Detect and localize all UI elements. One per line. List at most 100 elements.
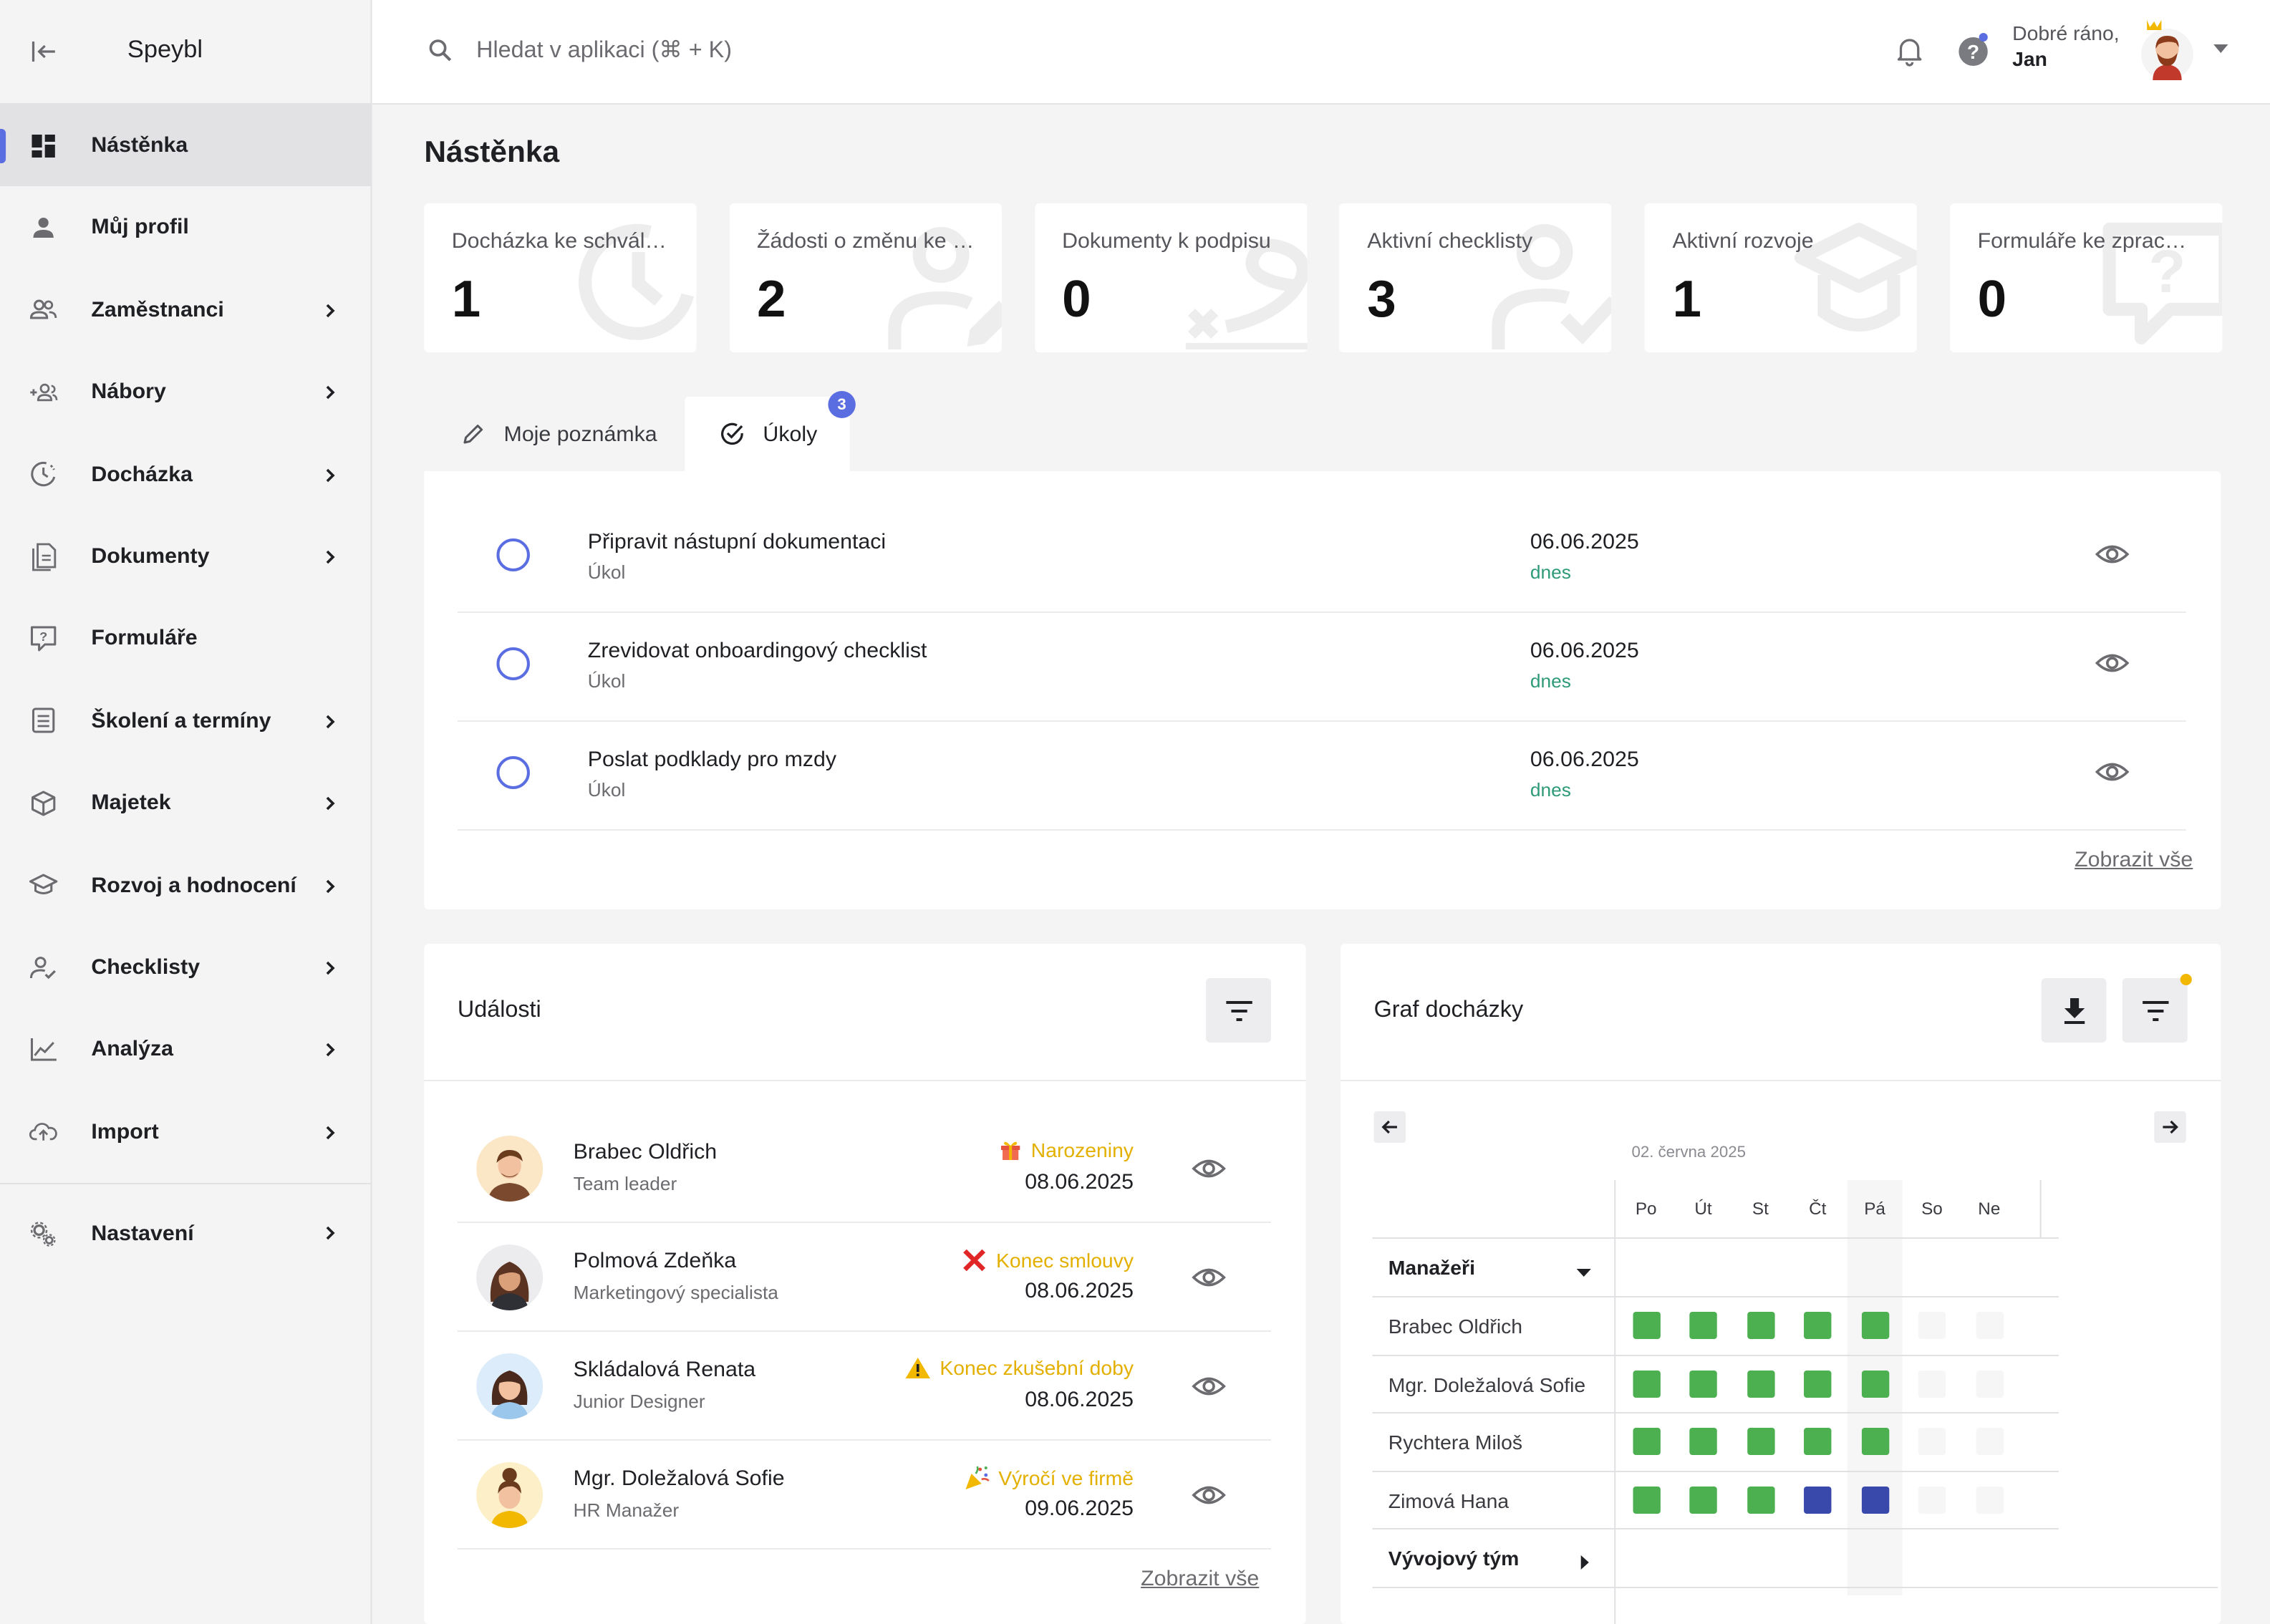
- sidebar-item-analyza[interactable]: Analýza: [0, 1009, 371, 1091]
- collapse-sidebar-icon[interactable]: [29, 37, 57, 66]
- tab-ukoly[interactable]: Úkoly: [685, 397, 850, 471]
- event-person-role: Team leader: [573, 1173, 677, 1194]
- view-eye-icon[interactable]: [1192, 1373, 1227, 1399]
- stat-value: 2: [756, 269, 786, 328]
- sidebar-item-dochazka[interactable]: Docházka: [0, 433, 371, 515]
- sidebar-item-checklisty[interactable]: Checklisty: [0, 927, 371, 1008]
- task-complete-checkbox[interactable]: [496, 647, 530, 680]
- notifications-bell-icon[interactable]: [1892, 33, 1927, 67]
- attendance-cell[interactable]: [1632, 1370, 1660, 1397]
- event-date: 08.06.2025: [1025, 1170, 1134, 1194]
- events-show-all-link[interactable]: Zobrazit vše: [1141, 1567, 1260, 1591]
- attendance-filter-button[interactable]: [2122, 978, 2188, 1043]
- stat-card[interactable]: Žádosti o změnu ke schválení 2: [729, 203, 1002, 352]
- view-eye-icon[interactable]: [1192, 1156, 1227, 1181]
- sidebar-item-zamestnanci[interactable]: Zaměstnanci: [0, 269, 371, 351]
- user-menu-caret-icon[interactable]: [2212, 43, 2229, 54]
- attendance-cell[interactable]: [1632, 1312, 1660, 1339]
- task-relative-date: dnes: [1530, 779, 1571, 801]
- view-eye-icon[interactable]: [2095, 759, 2130, 785]
- attendance-cell[interactable]: [1860, 1370, 1889, 1397]
- stat-card[interactable]: Aktivní rozvoje 1: [1645, 203, 1918, 352]
- attendance-cell[interactable]: [1860, 1428, 1889, 1455]
- attendance-cell[interactable]: [1689, 1486, 1717, 1513]
- caret-down-icon[interactable]: [1576, 1260, 1591, 1277]
- attendance-cell[interactable]: [1747, 1370, 1774, 1397]
- task-type: Úkol: [587, 561, 626, 583]
- sidebar-item-label: Nastavení: [91, 1222, 194, 1246]
- task-row[interactable]: Zrevidovat onboardingový checklist Úkol 06…: [457, 613, 2186, 722]
- tab-moje-poznamka[interactable]: Moje poznámka: [424, 397, 685, 471]
- stat-card[interactable]: ? Formuláře ke zpracování 0: [1950, 203, 2223, 352]
- sidebar-item-nabory[interactable]: Nábory: [0, 351, 371, 432]
- sidebar-item-formulare[interactable]: ? Formuláře: [0, 598, 371, 680]
- attendance-cell[interactable]: [1689, 1428, 1717, 1455]
- event-row[interactable]: Mgr. Doležalová Sofie HR Manažer Výročí ve…: [457, 1441, 1272, 1550]
- calendar-list-icon: [29, 707, 57, 735]
- attendance-cell[interactable]: [1860, 1486, 1889, 1513]
- sidebar-item-skoleni-a-terminy[interactable]: Školení a termíny: [0, 680, 371, 762]
- caret-right-icon[interactable]: [1577, 1551, 1591, 1570]
- stat-card[interactable]: Docházka ke schválení 1: [424, 203, 697, 352]
- event-row[interactable]: Skládalová Renata Junior Designer Konec zk…: [457, 1332, 1272, 1441]
- attendance-download-button[interactable]: [2041, 978, 2107, 1043]
- attendance-cell[interactable]: [1918, 1312, 1946, 1339]
- event-person-role: HR Manažer: [573, 1499, 680, 1521]
- previous-week-button[interactable]: [1373, 1111, 1406, 1143]
- attendance-cell[interactable]: [1689, 1370, 1717, 1397]
- view-eye-icon[interactable]: [1192, 1482, 1227, 1508]
- user-avatar[interactable]: [2135, 17, 2199, 80]
- sidebar-item-nastaveni[interactable]: Nastavení: [0, 1193, 371, 1275]
- filter-icon: [1225, 1000, 1252, 1020]
- attendance-cell[interactable]: [1860, 1312, 1889, 1339]
- group-name[interactable]: Vývojový tým: [1388, 1547, 1520, 1570]
- view-eye-icon[interactable]: [2095, 541, 2130, 567]
- event-row[interactable]: Polmová Zdeňka Marketingový specialista Ko…: [457, 1223, 1272, 1332]
- cloud-upload-icon: [29, 1118, 57, 1146]
- app-brand[interactable]: Speybl: [127, 36, 203, 63]
- attendance-cell[interactable]: [1689, 1312, 1717, 1339]
- attendance-cell[interactable]: [1747, 1428, 1774, 1455]
- view-eye-icon[interactable]: [2095, 650, 2130, 676]
- sidebar-item-muj-profil[interactable]: Můj profil: [0, 187, 371, 269]
- task-row[interactable]: Poslat podklady pro mzdy Úkol 06.06.2025 dn…: [457, 722, 2186, 831]
- stat-card[interactable]: Dokumenty k podpisu 0: [1034, 203, 1307, 352]
- attendance-cell[interactable]: [1975, 1486, 2004, 1513]
- group-name[interactable]: Manažeři: [1388, 1256, 1475, 1279]
- attendance-cell[interactable]: [1918, 1370, 1946, 1397]
- employee-name: Zimová Hana: [1388, 1489, 1510, 1512]
- task-complete-checkbox[interactable]: [496, 756, 530, 789]
- attendance-cell[interactable]: [1975, 1312, 2004, 1339]
- attendance-cell[interactable]: [1632, 1486, 1660, 1513]
- attendance-cell[interactable]: [1747, 1312, 1774, 1339]
- sidebar-item-dokumenty[interactable]: Dokumenty: [0, 516, 371, 597]
- task-row[interactable]: Připravit nástupní dokumentaci Úkol 06.06.…: [457, 504, 2186, 613]
- event-row[interactable]: Brabec Oldřich Team leader Narozeniny 08.06…: [457, 1114, 1272, 1223]
- day-header: Út: [1694, 1199, 1712, 1219]
- attendance-cell[interactable]: [1632, 1428, 1660, 1455]
- help-icon[interactable]: ?: [1956, 32, 1991, 69]
- attendance-cell[interactable]: [1747, 1486, 1774, 1513]
- attendance-cell[interactable]: [1804, 1428, 1832, 1455]
- attendance-cell[interactable]: [1918, 1486, 1946, 1513]
- search-input[interactable]: [476, 32, 1056, 72]
- sidebar-item-import[interactable]: Import: [0, 1091, 371, 1173]
- sidebar-item-nastenka[interactable]: Nástěnka: [0, 105, 371, 186]
- form-icon: ?: [2097, 218, 2223, 349]
- sidebar-item-majetek[interactable]: Majetek: [0, 762, 371, 844]
- stat-card[interactable]: Aktivní checklisty 3: [1339, 203, 1612, 352]
- day-header: Čt: [1809, 1199, 1827, 1219]
- attendance-cell[interactable]: [1804, 1486, 1832, 1513]
- attendance-cell[interactable]: [1918, 1428, 1946, 1455]
- next-week-button[interactable]: [2154, 1111, 2186, 1143]
- attendance-cell[interactable]: [1975, 1370, 2004, 1397]
- events-filter-button[interactable]: [1206, 978, 1272, 1043]
- attendance-cell[interactable]: [1804, 1370, 1832, 1397]
- attendance-cell[interactable]: [1804, 1312, 1832, 1339]
- attendance-cell[interactable]: [1975, 1428, 2004, 1455]
- view-eye-icon[interactable]: [1192, 1265, 1227, 1290]
- sidebar-item-rozvoj-a-hodnoceni[interactable]: Rozvoj a hodnocení: [0, 844, 371, 926]
- tasks-show-all-link[interactable]: Zobrazit vše: [2075, 848, 2193, 872]
- task-complete-checkbox[interactable]: [496, 538, 530, 571]
- person-check-icon: [29, 953, 57, 982]
